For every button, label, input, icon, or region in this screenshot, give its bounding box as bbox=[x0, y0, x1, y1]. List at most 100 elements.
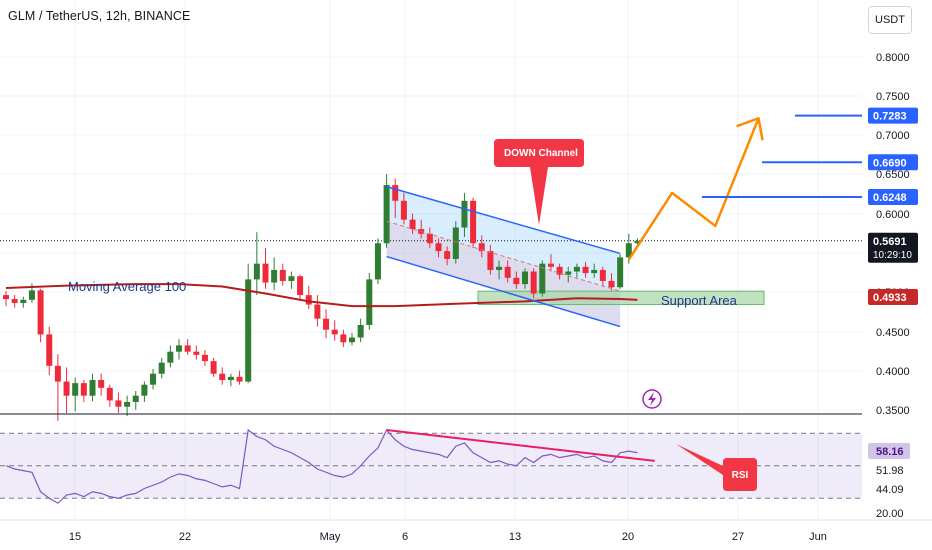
target-2-tag bbox=[868, 154, 918, 171]
candle-body bbox=[141, 384, 148, 396]
candle-body bbox=[132, 395, 139, 402]
candle-body bbox=[46, 334, 53, 366]
projection-path bbox=[627, 117, 760, 261]
candle-body bbox=[288, 276, 295, 281]
candle-body bbox=[435, 243, 442, 252]
candle-body bbox=[487, 251, 494, 270]
candle-body bbox=[245, 279, 252, 382]
price-tick-label: 0.7500 bbox=[876, 91, 910, 103]
candle-body bbox=[262, 263, 269, 283]
support-area-label: Support Area bbox=[661, 293, 737, 308]
candle-body bbox=[219, 373, 226, 380]
candle-body bbox=[236, 376, 243, 382]
candle-body bbox=[124, 401, 131, 407]
candle-body bbox=[625, 243, 632, 258]
chart-title: GLM / TetherUS, 12h, BINANCE bbox=[8, 9, 191, 23]
price-tick-label: 0.8000 bbox=[876, 52, 910, 64]
price-axis[interactable]: 0.80000.75000.70000.65000.60000.55000.50… bbox=[862, 0, 932, 520]
candle-body bbox=[444, 251, 451, 259]
time-axis[interactable]: 15 22 May 6 13 20 27 Jun bbox=[0, 519, 932, 550]
candle-body bbox=[279, 269, 286, 281]
price-tick-label: 0.7000 bbox=[876, 130, 910, 142]
candle-body bbox=[530, 271, 537, 294]
channel-upper-line bbox=[386, 185, 621, 255]
chart-annotations: DOWN Channel bbox=[5, 114, 862, 409]
countdown-value: 10:29:10 bbox=[873, 250, 912, 261]
target-3-value: 0.6248 bbox=[873, 192, 907, 204]
target-1-value: 0.7283 bbox=[873, 111, 907, 123]
candle-body bbox=[106, 387, 113, 401]
rsi-tick-label: 44.09 bbox=[876, 484, 904, 496]
candle-body bbox=[617, 257, 624, 288]
rsi-tick-label: 51.98 bbox=[876, 465, 904, 477]
candle-body bbox=[357, 324, 364, 338]
time-tick-label: Jun bbox=[809, 531, 827, 543]
target-1-tag bbox=[868, 107, 918, 124]
channel-lower-line bbox=[386, 255, 621, 328]
candle-body bbox=[167, 351, 174, 363]
candle-body bbox=[634, 240, 641, 244]
candle-body bbox=[314, 304, 321, 319]
candle-body bbox=[20, 299, 27, 303]
candle-body bbox=[323, 318, 330, 330]
candle-body bbox=[158, 362, 165, 374]
candle-body bbox=[573, 266, 580, 272]
price-tick-label: 0.4500 bbox=[876, 327, 910, 339]
time-tick-label: 13 bbox=[509, 531, 521, 543]
candle-body bbox=[253, 263, 260, 280]
candle-body bbox=[400, 200, 407, 220]
candle-body bbox=[522, 271, 528, 285]
candle-body bbox=[426, 233, 433, 244]
price-tick-label: 0.6500 bbox=[876, 169, 910, 181]
target-2-value: 0.6690 bbox=[873, 157, 907, 169]
candle-body bbox=[193, 351, 200, 355]
candle-body bbox=[374, 243, 381, 280]
price-tick-label: 0.3500 bbox=[876, 405, 910, 417]
candle-body bbox=[150, 373, 157, 385]
currency-button[interactable]: USDT bbox=[868, 6, 912, 34]
candle-body bbox=[305, 295, 312, 305]
candle-body bbox=[37, 290, 44, 335]
candle-body bbox=[340, 334, 347, 343]
current-price-value: 0.5691 bbox=[873, 236, 907, 248]
candle-body bbox=[54, 365, 61, 382]
ma-value: 0.4933 bbox=[873, 292, 907, 304]
candle-body bbox=[271, 269, 278, 283]
candle-body bbox=[504, 266, 511, 278]
candle-body bbox=[452, 227, 459, 259]
candle-body bbox=[210, 361, 217, 374]
lightning-icon-glyph bbox=[648, 392, 656, 406]
rsi-tick-label: 20.00 bbox=[876, 508, 904, 520]
rsi-line bbox=[5, 428, 638, 504]
rsi-callout-label: RSI bbox=[732, 470, 749, 481]
candle-body bbox=[297, 276, 304, 296]
candle-body bbox=[201, 354, 208, 362]
candle-body bbox=[3, 295, 9, 300]
time-axis-background bbox=[0, 520, 932, 550]
moving-average-line bbox=[5, 283, 638, 308]
time-tick-label: 6 bbox=[402, 531, 408, 543]
candle-body bbox=[478, 243, 485, 252]
candle-body bbox=[28, 290, 35, 300]
candle-body bbox=[608, 280, 615, 288]
candle-body bbox=[11, 299, 18, 303]
candle-body bbox=[582, 266, 589, 274]
target-3-tag bbox=[868, 189, 918, 206]
ma-tag bbox=[868, 289, 918, 305]
candle-body bbox=[547, 263, 554, 267]
candle-body bbox=[496, 266, 503, 270]
candle-body bbox=[89, 379, 96, 396]
candle-body bbox=[591, 269, 598, 274]
candle-body bbox=[349, 337, 355, 343]
candle-body bbox=[513, 277, 520, 285]
candle-body bbox=[80, 383, 87, 396]
time-tick-label: 20 bbox=[622, 531, 634, 543]
candle-body bbox=[599, 269, 606, 281]
candle-body bbox=[63, 381, 70, 396]
time-tick-label: 27 bbox=[732, 531, 744, 543]
price-tick-label: 0.6000 bbox=[876, 209, 910, 221]
candle-body bbox=[176, 345, 182, 352]
rsi-value-tag bbox=[868, 443, 910, 459]
time-tick-label: 15 bbox=[69, 531, 81, 543]
